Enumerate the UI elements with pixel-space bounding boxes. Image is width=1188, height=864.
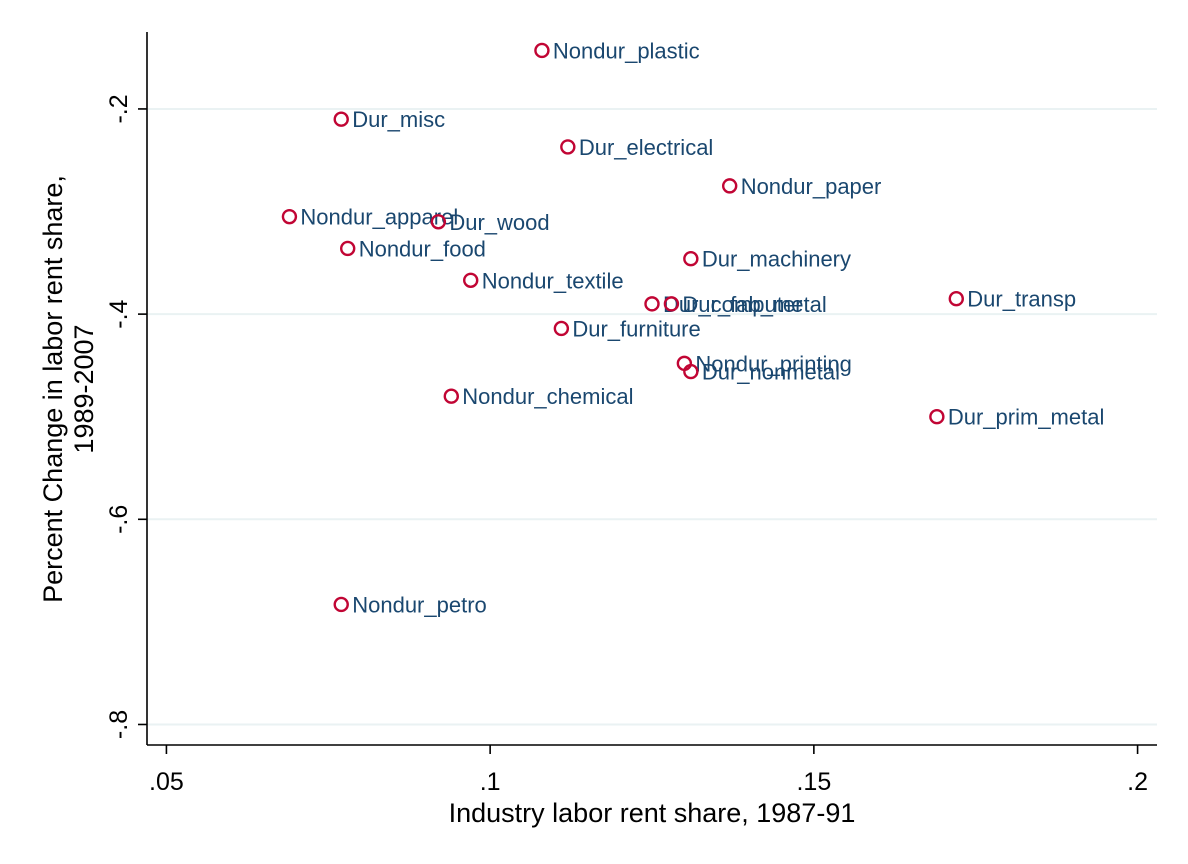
point-label: Dur_wood (449, 210, 549, 235)
scatter-point (560, 139, 576, 155)
scatter-point (644, 296, 660, 312)
axes (146, 32, 1157, 746)
point-label: Dur_furniture (572, 316, 700, 341)
y-axis-title: Percent Change in labor rent share, 1989… (38, 175, 99, 603)
point-label: Nondur_textile (482, 268, 624, 293)
x-tick-label: .05 (149, 768, 184, 796)
point-label: Nondur_printing (695, 351, 852, 376)
x-tick-label: .2 (1127, 768, 1148, 796)
point-label: Nondur_chemical (462, 384, 633, 409)
scatter-point (443, 388, 459, 404)
scatter-point (553, 320, 570, 337)
scatter-point (663, 296, 680, 312)
point-label: Dur_transp (967, 287, 1076, 312)
scatter-point (948, 291, 964, 307)
y-tick-label: -.8 (105, 710, 133, 739)
point-label: Nondur_petro (352, 592, 487, 617)
point-label: Dur_machinery (702, 247, 851, 272)
scatter-point (534, 42, 550, 59)
x-tick-label: .15 (796, 768, 831, 796)
ticks: -.2 -.4 -.6 -.8 .05 .1 .15 .2 (105, 94, 1148, 796)
scatter-point (340, 240, 356, 257)
scatter-points: Nondur_plastic Dur_misc Dur_electrical Nond… (281, 38, 1105, 617)
scatter-point (929, 409, 945, 425)
y-tick-label: -.4 (105, 299, 133, 328)
point-label: Nondur_food (359, 236, 486, 261)
scatter-point (281, 208, 298, 225)
y-tick-label: -.6 (105, 505, 133, 534)
y-axis-title-line-2: 1989-2007 (69, 324, 99, 453)
y-tick-label: -.2 (105, 94, 133, 123)
point-label: Dur_fab_metal (682, 292, 826, 317)
point-label: Dur_nonmetal (702, 360, 840, 385)
point-label: Nondur_paper (741, 174, 882, 199)
y-axis-title-line-1: Percent Change in labor rent share, (38, 175, 68, 603)
point-label: Nondur_plastic (553, 38, 700, 63)
point-label: Dur_prim_metal (948, 405, 1105, 430)
x-axis-title: Industry labor rent share, 1987-91 (449, 798, 856, 828)
scatter-point (721, 178, 738, 194)
scatter-point (463, 272, 479, 288)
scatter-point (333, 596, 349, 613)
gridlines (148, 107, 1157, 726)
scatter-point (333, 111, 349, 127)
point-label: Dur_misc (352, 107, 445, 132)
scatter-point (683, 251, 699, 267)
point-label: Dur_computer (663, 292, 802, 317)
x-tick-label: .1 (480, 768, 501, 796)
scatter-point (683, 363, 699, 380)
point-label: Dur_electrical (579, 135, 714, 160)
scatter-point (430, 214, 447, 230)
